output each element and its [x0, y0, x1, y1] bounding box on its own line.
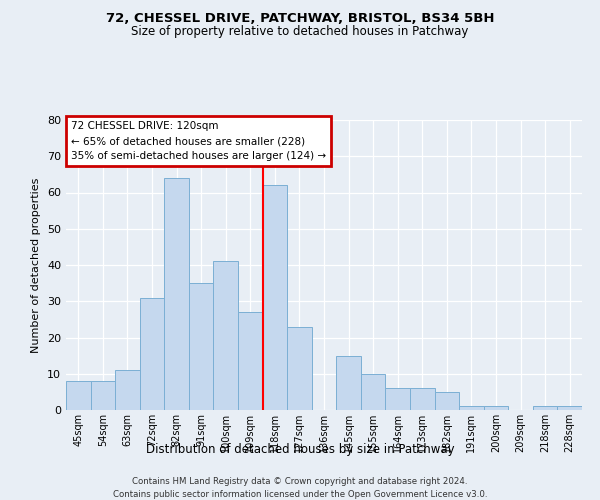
Text: Contains public sector information licensed under the Open Government Licence v3: Contains public sector information licen…	[113, 490, 487, 499]
Bar	[484, 406, 508, 410]
Text: Contains HM Land Registry data © Crown copyright and database right 2024.: Contains HM Land Registry data © Crown c…	[132, 478, 468, 486]
Bar	[533, 406, 557, 410]
Bar	[263, 185, 287, 410]
Bar	[410, 388, 434, 410]
Text: Distribution of detached houses by size in Patchway: Distribution of detached houses by size …	[146, 442, 454, 456]
Bar	[287, 326, 312, 410]
Bar	[164, 178, 189, 410]
Bar	[214, 262, 238, 410]
Text: Size of property relative to detached houses in Patchway: Size of property relative to detached ho…	[131, 25, 469, 38]
Text: 72 CHESSEL DRIVE: 120sqm
← 65% of detached houses are smaller (228)
35% of semi-: 72 CHESSEL DRIVE: 120sqm ← 65% of detach…	[71, 122, 326, 161]
Bar	[115, 370, 140, 410]
Bar	[361, 374, 385, 410]
Bar	[336, 356, 361, 410]
Bar	[91, 381, 115, 410]
Text: 72, CHESSEL DRIVE, PATCHWAY, BRISTOL, BS34 5BH: 72, CHESSEL DRIVE, PATCHWAY, BRISTOL, BS…	[106, 12, 494, 26]
Bar	[459, 406, 484, 410]
Bar	[189, 283, 214, 410]
Y-axis label: Number of detached properties: Number of detached properties	[31, 178, 41, 352]
Bar	[238, 312, 263, 410]
Bar	[66, 381, 91, 410]
Bar	[385, 388, 410, 410]
Bar	[434, 392, 459, 410]
Bar	[557, 406, 582, 410]
Bar	[140, 298, 164, 410]
